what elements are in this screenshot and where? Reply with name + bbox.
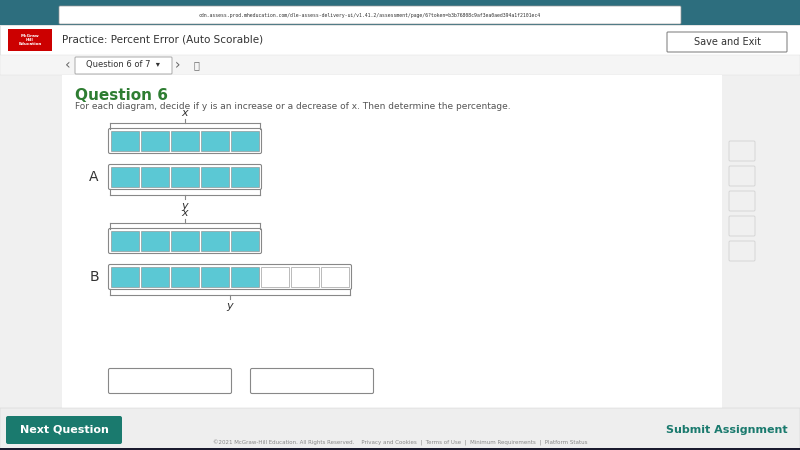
Bar [110,131,139,151]
Bar [231,267,259,287]
FancyBboxPatch shape [729,141,755,161]
FancyBboxPatch shape [8,29,52,51]
FancyBboxPatch shape [667,32,787,52]
Text: 🔖: 🔖 [193,60,199,70]
Text: y: y [226,301,234,311]
Text: Question 6 of 7  ▾: Question 6 of 7 ▾ [86,60,160,69]
Text: McGraw
Hill
Education: McGraw Hill Education [18,34,42,46]
FancyBboxPatch shape [59,6,681,24]
Bar [201,167,230,187]
Bar [201,131,230,151]
Bar [201,267,230,287]
Bar [141,167,170,187]
Bar [171,131,199,151]
Bar [231,231,259,251]
FancyBboxPatch shape [0,448,800,450]
Bar [231,131,259,151]
Bar [321,267,349,287]
Bar [141,131,170,151]
FancyBboxPatch shape [0,55,800,75]
Text: Next Question: Next Question [19,425,109,435]
Bar [231,167,259,187]
FancyBboxPatch shape [0,25,800,55]
Bar [171,167,199,187]
Bar [261,267,290,287]
Bar [291,267,319,287]
Text: A: A [90,170,98,184]
Text: ©2021 McGraw-Hill Education. All Rights Reserved.    Privacy and Cookies  |  Ter: ©2021 McGraw-Hill Education. All Rights … [213,440,587,446]
FancyBboxPatch shape [729,216,755,236]
Text: cdn.assess.prod.mheducation.com/dle-assess-delivery-ui/v1.41.2/assessment/page/6: cdn.assess.prod.mheducation.com/dle-asse… [199,13,541,18]
Text: y: y [182,201,188,211]
Bar [171,231,199,251]
Bar [141,267,170,287]
FancyBboxPatch shape [729,191,755,211]
Bar [141,231,170,251]
FancyBboxPatch shape [0,0,800,25]
Text: Practice: Percent Error (Auto Scorable): Practice: Percent Error (Auto Scorable) [62,35,263,45]
FancyBboxPatch shape [0,408,800,450]
Text: Submit Assignment: Submit Assignment [666,425,788,435]
Text: B: B [89,270,99,284]
Text: ›: › [175,58,181,72]
Text: Save and Exit: Save and Exit [694,37,761,47]
FancyBboxPatch shape [6,416,122,444]
Bar [110,167,139,187]
Bar [110,231,139,251]
FancyBboxPatch shape [75,57,172,74]
Text: x: x [182,208,188,218]
Bar [201,231,230,251]
Text: x: x [182,108,188,118]
Bar [171,267,199,287]
FancyBboxPatch shape [62,75,722,408]
Text: Question 6: Question 6 [75,88,168,103]
FancyBboxPatch shape [729,166,755,186]
Text: For each diagram, decide if y is an increase or a decrease of x. Then determine : For each diagram, decide if y is an incr… [75,102,510,111]
FancyBboxPatch shape [729,241,755,261]
Bar [110,267,139,287]
Text: ‹: ‹ [65,58,71,72]
